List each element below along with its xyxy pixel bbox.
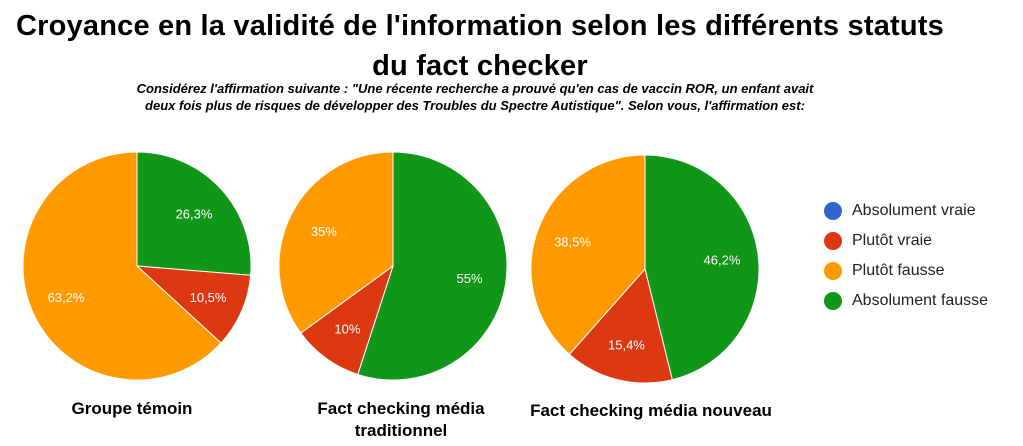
pie-data-label: 46,2%	[704, 253, 741, 268]
legend-item-plutot-fausse[interactable]: Plutôt fausse	[824, 256, 988, 286]
pie-2: 46,2% 15,4% 38,5%	[530, 154, 760, 384]
legend-swatch	[824, 202, 842, 220]
chart-subtitle: Considérez l'affirmation suivante : "Une…	[136, 81, 814, 113]
legend-label: Plutôt vraie	[852, 232, 933, 249]
pie-data-label: 10%	[334, 322, 360, 337]
legend-item-plutot-vraie[interactable]: Plutôt vraie	[824, 226, 988, 256]
pie-slice-plutot-vraie[interactable]	[568, 267, 673, 384]
pie-slice-plutot-vraie[interactable]	[300, 264, 394, 376]
pie-data-label: 38,5%	[554, 235, 591, 250]
legend-swatch	[824, 262, 842, 280]
pie-slice-absolument-fausse[interactable]	[357, 151, 508, 381]
legend-label: Plutôt fausse	[852, 262, 945, 279]
pie-title-media-traditionnel: Fact checking média traditionnel	[317, 399, 485, 440]
pie-slice-plutot-fausse[interactable]	[530, 154, 646, 356]
legend-swatch	[824, 232, 842, 250]
legend-swatch	[824, 292, 842, 310]
pie-1: 55% 10% 35%	[278, 151, 508, 381]
pie-slice-absolument-fausse[interactable]	[136, 151, 252, 276]
pie-0: 26,3% 10,5% 63,2%	[22, 151, 252, 381]
pie-title-media-nouveau: Fact checking média nouveau	[530, 401, 772, 420]
pie-data-label: 10,5%	[190, 290, 227, 305]
pie-data-label: 26,3%	[176, 206, 213, 221]
pie-data-label: 35%	[311, 224, 337, 239]
chart-title: Croyance en la validité de l'information…	[16, 10, 944, 82]
pie-slice-absolument-fausse[interactable]	[644, 154, 760, 381]
legend-item-absolument-fausse[interactable]: Absolument fausse	[824, 286, 988, 316]
pie-data-label: 15,4%	[608, 337, 645, 352]
pie-data-label: 63,2%	[48, 290, 85, 305]
pie-slice-plutot-vraie[interactable]	[135, 265, 252, 344]
legend: Absolument vraie Plutôt vraie Plutôt fau…	[824, 196, 988, 316]
pie-slice-plutot-fausse[interactable]	[22, 151, 222, 381]
pie-title-groupe-temoin: Groupe témoin	[71, 399, 193, 418]
pie-slice-plutot-fausse[interactable]	[278, 151, 394, 334]
legend-item-absolument-vraie[interactable]: Absolument vraie	[824, 196, 988, 226]
pie-data-label: 55%	[457, 271, 483, 286]
legend-label: Absolument fausse	[852, 292, 989, 309]
legend-label: Absolument vraie	[852, 202, 976, 219]
